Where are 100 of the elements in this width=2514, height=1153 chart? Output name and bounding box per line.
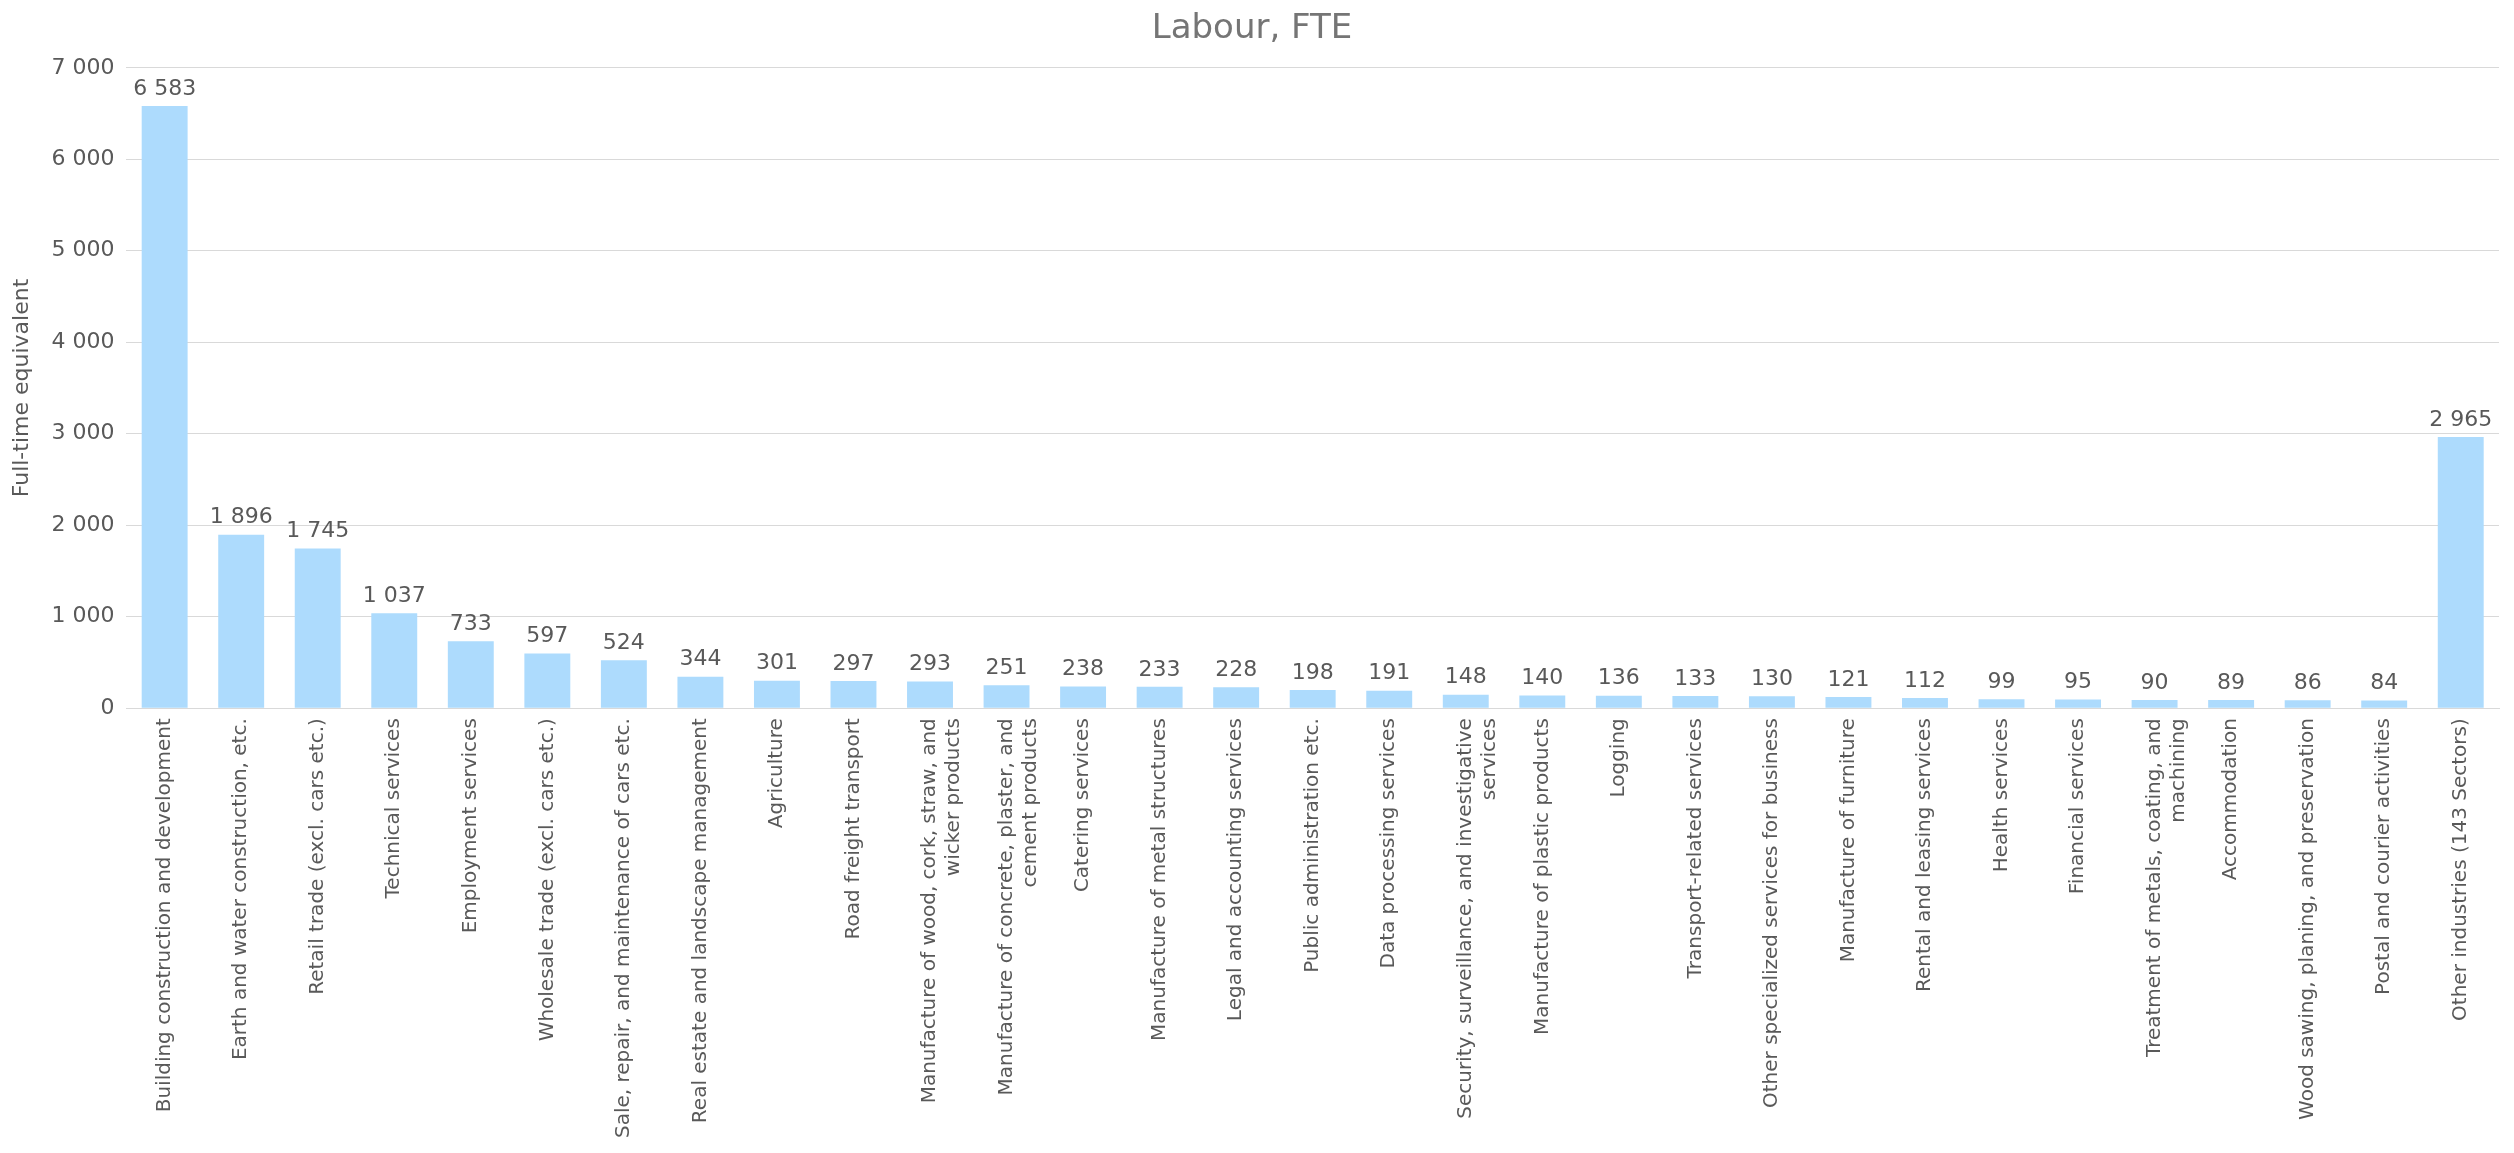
data-label: 90 — [2140, 668, 2169, 694]
bar — [1519, 695, 1566, 708]
bar — [2131, 699, 2178, 708]
x-tick-label: Earth and water construction, etc. — [227, 718, 252, 1061]
y-tick-label: 4 000 — [51, 327, 115, 353]
y-tick-label: 5 000 — [51, 236, 115, 262]
x-tick-label: Other industries (143 Sectors) — [2446, 718, 2471, 1021]
bar — [830, 681, 877, 708]
data-label: 121 — [1827, 665, 1870, 691]
bar — [218, 534, 265, 708]
bar — [1213, 687, 1260, 708]
x-tick-label: Wood sawing, planing, and preservation — [2293, 718, 2318, 1120]
bar — [2208, 700, 2255, 708]
bar — [1060, 686, 1107, 708]
y-tick-label: 3 000 — [51, 419, 115, 445]
bar — [907, 681, 953, 708]
x-tick-label: Accommodation — [2217, 718, 2242, 881]
bar — [1136, 686, 1183, 708]
x-tick-label: Security, surveillance, and investigative services — [1451, 718, 1500, 1119]
data-label: 95 — [2064, 668, 2093, 694]
x-tick-label: Manufacture of wood, cork, straw, and wicker products — [916, 718, 965, 1104]
data-label: 251 — [985, 653, 1028, 679]
bar — [2437, 436, 2484, 708]
y-tick-label: 2 000 — [51, 510, 115, 536]
x-tick-label: Employment services — [457, 718, 481, 934]
x-tick-label: Road freight transport — [839, 718, 864, 940]
y-tick-label: 0 — [100, 693, 115, 719]
x-tick-label: Agriculture — [763, 718, 788, 829]
y-tick-label: 6 000 — [51, 145, 115, 170]
data-label: 597 — [526, 622, 569, 648]
data-label: 84 — [2370, 669, 2399, 695]
bar — [294, 548, 341, 708]
x-tick-label: Public administration etc. — [1298, 718, 1323, 973]
x-tick-label: Rental and leasing services — [1911, 718, 1936, 993]
bar — [2055, 699, 2102, 708]
bar — [1825, 697, 1872, 708]
bar — [1289, 690, 1336, 708]
bar — [1672, 696, 1719, 708]
chart-title: Labour, FTE — [1151, 6, 1353, 47]
data-label: 301 — [755, 649, 798, 675]
data-label: 733 — [449, 609, 492, 635]
data-label: 191 — [1368, 659, 1411, 685]
data-label: 136 — [1597, 664, 1640, 690]
bar — [600, 660, 647, 708]
x-tick-label: Real estate and landscape management — [686, 718, 711, 1124]
x-tick-label: Other specialized services for business — [1758, 718, 1783, 1108]
bar — [1748, 696, 1795, 708]
bar — [1595, 695, 1642, 708]
data-label: 2 965 — [2429, 405, 2493, 431]
y-tick-label: 1 000 — [51, 602, 115, 628]
x-tick-label: Financial services — [2064, 718, 2089, 895]
data-label: 198 — [1291, 658, 1334, 684]
x-tick-label: Sale, repair, and maintenance of cars etc. — [610, 718, 635, 1139]
x-tick-label: Transport-related services — [1681, 718, 1706, 980]
bar — [2284, 700, 2331, 708]
bar — [447, 641, 494, 708]
bar — [677, 676, 724, 708]
x-tick-label: Health services — [1987, 718, 2012, 873]
data-label: 233 — [1138, 655, 1181, 681]
data-label: 1 745 — [286, 517, 350, 543]
data-label: 293 — [909, 650, 952, 676]
data-label: 148 — [1444, 663, 1487, 689]
data-label: 238 — [1062, 655, 1105, 681]
x-tick-label: Logging — [1605, 718, 1630, 798]
x-tick-label: Postal and courier activities — [2370, 718, 2395, 995]
bar — [983, 685, 1030, 708]
data-label: 297 — [832, 649, 875, 675]
data-label: 1 037 — [362, 582, 426, 608]
data-label: 112 — [1903, 666, 1946, 692]
data-label: 140 — [1521, 664, 1564, 690]
data-label: 6 583 — [133, 74, 197, 100]
x-tick-label: Manufacture of plastic products — [1528, 718, 1553, 1035]
data-label: 99 — [1987, 667, 2016, 693]
bar — [1902, 697, 1948, 708]
bar — [524, 653, 571, 708]
bar — [1442, 694, 1489, 708]
x-tick-label: Legal and accounting services — [1222, 718, 1247, 1022]
y-tick-label: 7 000 — [51, 53, 115, 79]
data-label: 1 896 — [209, 503, 273, 529]
x-tick-label: Technical services — [380, 718, 405, 900]
x-tick-label: Manufacture of furniture — [1834, 718, 1859, 963]
data-label: 86 — [2293, 669, 2322, 695]
x-tick-label: Treatment of metals, coating, and machining — [2140, 718, 2189, 1059]
x-tick-label: Manufacture of metal structures — [1145, 718, 1170, 1041]
bar — [2361, 700, 2408, 708]
x-tick-label: Catering services — [1069, 718, 1094, 893]
y-axis-title: Full-time equivalent — [7, 278, 33, 498]
x-tick-label: Retail trade (excl. cars etc.) — [303, 718, 328, 995]
x-tick-label: Data processing services — [1375, 718, 1400, 969]
data-label: 130 — [1750, 665, 1793, 691]
data-label: 89 — [2217, 668, 2246, 694]
x-tick-label: Building construction and development — [150, 718, 175, 1113]
bar — [141, 105, 188, 708]
x-tick-label: Wholesale trade (excl. cars etc.) — [533, 718, 558, 1042]
bar — [753, 680, 800, 708]
bar — [1978, 699, 2025, 708]
data-label: 524 — [602, 628, 645, 654]
data-label: 228 — [1215, 656, 1258, 682]
bar — [1366, 690, 1413, 708]
data-label: 344 — [679, 645, 722, 671]
